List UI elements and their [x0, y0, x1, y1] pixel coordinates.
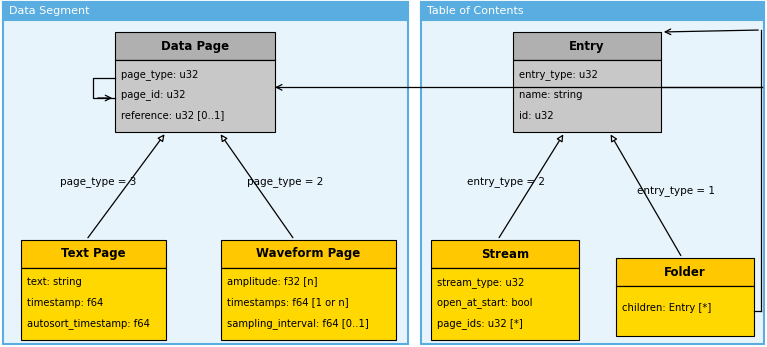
Text: sampling_interval: f64 [0..1]: sampling_interval: f64 [0..1] — [227, 318, 369, 329]
Text: page_id: u32: page_id: u32 — [121, 90, 186, 100]
Text: page_type = 3: page_type = 3 — [60, 177, 137, 187]
Text: stream_type: u32: stream_type: u32 — [437, 277, 525, 288]
Text: Stream: Stream — [481, 247, 529, 261]
Bar — [221, 240, 396, 268]
Bar — [616, 286, 754, 336]
Text: Data Page: Data Page — [161, 40, 229, 52]
Text: Folder: Folder — [664, 265, 706, 279]
Text: Table of Contents: Table of Contents — [427, 6, 524, 16]
Text: open_at_start: bool: open_at_start: bool — [437, 297, 532, 308]
Bar — [421, 2, 764, 20]
Bar — [431, 240, 579, 268]
Bar — [616, 258, 754, 286]
Text: text: string: text: string — [27, 277, 82, 287]
Bar — [513, 32, 661, 60]
Bar — [21, 268, 166, 340]
Bar — [21, 240, 166, 268]
Text: Data Segment: Data Segment — [9, 6, 90, 16]
Text: name: string: name: string — [519, 90, 582, 100]
Bar — [3, 2, 408, 344]
Text: timestamps: f64 [1 or n]: timestamps: f64 [1 or n] — [227, 298, 349, 308]
Text: reference: u32 [0..1]: reference: u32 [0..1] — [121, 110, 224, 120]
Text: entry_type: u32: entry_type: u32 — [519, 69, 597, 80]
Bar — [3, 2, 408, 20]
Text: Entry: Entry — [569, 40, 604, 52]
Text: Waveform Page: Waveform Page — [256, 247, 360, 261]
Text: page_ids: u32 [*]: page_ids: u32 [*] — [437, 318, 523, 329]
Text: entry_type = 1: entry_type = 1 — [637, 186, 715, 196]
Bar — [513, 60, 661, 132]
Text: timestamp: f64: timestamp: f64 — [27, 298, 104, 308]
Bar — [421, 2, 764, 344]
Text: Text Page: Text Page — [61, 247, 126, 261]
Bar — [115, 32, 275, 60]
Text: amplitude: f32 [n]: amplitude: f32 [n] — [227, 277, 318, 287]
Text: page_type = 2: page_type = 2 — [246, 177, 323, 187]
Text: children: Entry [*]: children: Entry [*] — [622, 303, 711, 313]
Bar — [221, 268, 396, 340]
Text: entry_type = 2: entry_type = 2 — [467, 177, 545, 187]
Text: page_type: u32: page_type: u32 — [121, 69, 199, 80]
Bar — [431, 268, 579, 340]
Text: autosort_timestamp: f64: autosort_timestamp: f64 — [27, 318, 150, 329]
Text: id: u32: id: u32 — [519, 110, 554, 120]
Bar — [115, 60, 275, 132]
